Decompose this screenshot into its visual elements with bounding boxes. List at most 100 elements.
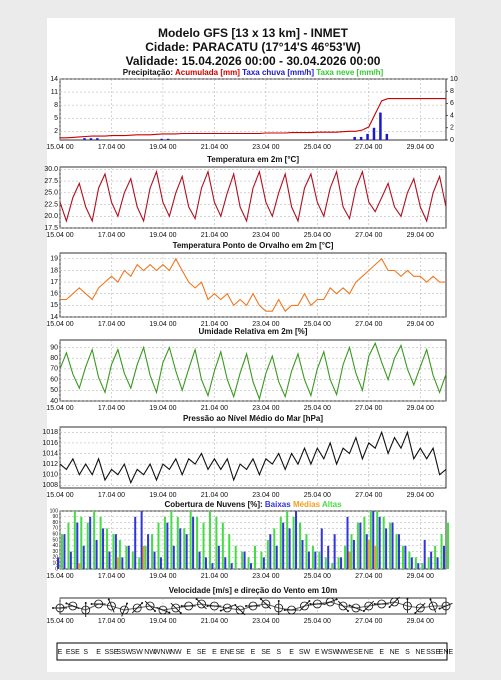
x-tick-label: 25.04 00 (304, 405, 331, 412)
wind-arrow-head (65, 602, 68, 605)
bar (344, 545, 347, 569)
y-tick-label: 1018 (42, 429, 58, 436)
bar (379, 112, 382, 140)
bar (134, 516, 137, 569)
y-tick-label: 80 (52, 520, 58, 526)
wind-speed (145, 601, 155, 611)
bar (395, 534, 398, 569)
bar (404, 545, 407, 569)
bar (408, 551, 411, 569)
bar (192, 516, 195, 569)
x-tick-label: 23.04 00 (252, 321, 279, 328)
bar (367, 540, 370, 569)
bar (307, 551, 310, 569)
bar (118, 540, 121, 569)
bar (372, 127, 376, 140)
bar (378, 516, 381, 569)
bar (217, 545, 220, 569)
wind-arrow-head (308, 600, 311, 603)
bar (80, 516, 83, 569)
bar (365, 534, 368, 569)
bar (333, 534, 336, 569)
bar (295, 511, 298, 569)
wind-arrow-head (362, 609, 365, 612)
direction-label: NW (144, 649, 156, 656)
wind-speed (119, 605, 129, 615)
y2-tick-label: 8 (450, 88, 454, 95)
direction-label: SSW (116, 649, 132, 656)
bar (170, 511, 173, 569)
x-tick-label: 27.04 00 (355, 405, 382, 412)
wind-arrow-head (179, 611, 182, 614)
bar (286, 511, 289, 569)
bar (83, 138, 86, 140)
wind-arrow-head (168, 611, 171, 614)
x-tick-label: 25.04 00 (304, 232, 331, 239)
bar (254, 545, 256, 569)
wind-speed (197, 599, 206, 609)
wind-arrow-head (438, 607, 441, 610)
bar (69, 551, 72, 569)
wind-speed (428, 601, 438, 611)
wind-arrow-head (206, 605, 209, 607)
y-tick-label: 0 (55, 566, 58, 572)
bar (423, 540, 426, 569)
wind-arrow (363, 600, 375, 612)
wind-arrow-head (154, 609, 157, 612)
x-tick-label: 27.04 00 (355, 618, 382, 625)
x-tick-label: 21.04 00 (201, 321, 228, 328)
x-tick-label: 23.04 00 (252, 232, 279, 239)
x-tick-label: 19.04 00 (149, 618, 176, 625)
x-tick-label: 19.04 00 (149, 321, 176, 328)
legend-entry: Acumulada [mm] (175, 68, 240, 77)
direction-label: S (405, 649, 410, 656)
bar (179, 528, 182, 569)
bar (221, 522, 224, 569)
plot-area (59, 166, 447, 229)
bar (414, 557, 417, 569)
panel-title-text: Pressão ao Nível Médio do Mar [hPa] (183, 414, 323, 423)
wind-arrow-head (414, 611, 417, 614)
wind-arrow-head (180, 605, 183, 607)
bar (67, 522, 70, 569)
y-tick-label: 16 (50, 291, 58, 298)
wind-arrow (220, 604, 234, 612)
direction-label: NE (415, 649, 425, 656)
x-tick-label: 23.04 00 (252, 618, 279, 625)
bar (401, 545, 404, 569)
wind-arrow-head (90, 603, 93, 605)
direction-label: SSE (104, 649, 118, 656)
x-tick-label: 15.04 00 (46, 321, 73, 328)
panel-title: Umidade Relativa em 2m [%] (199, 327, 308, 336)
bar (163, 516, 166, 569)
y-tick-label: 40 (52, 543, 58, 549)
bar (359, 136, 363, 140)
bar (311, 545, 314, 569)
series-line (59, 169, 447, 223)
y-tick-label: 2 (54, 128, 58, 135)
x-tick-label: 23.04 00 (252, 573, 279, 580)
x-tick-label: 25.04 00 (304, 573, 331, 580)
wind-arrow (156, 606, 170, 614)
x-tick-label: 17.04 00 (98, 573, 125, 580)
bar (273, 528, 276, 569)
wind-arrow (414, 602, 426, 614)
bar (151, 534, 154, 569)
x-tick-label: 15.04 00 (46, 144, 73, 151)
bar (372, 511, 375, 569)
bar (82, 545, 85, 569)
wind-arrow (144, 600, 156, 612)
bar (144, 545, 147, 569)
panel-title: Velocidade [m/s] e direção do Vento em 1… (169, 586, 338, 595)
wind-arrow-head (335, 598, 338, 601)
direction-label: NW (337, 649, 349, 656)
y-tick-label: 22.5 (44, 201, 58, 208)
bar (215, 516, 218, 569)
bar (234, 545, 237, 569)
bar (266, 540, 269, 569)
wind-arrow-head (259, 598, 262, 601)
x-tick-label: 21.04 00 (201, 405, 228, 412)
wind-arrow-head (219, 609, 222, 612)
wind-speed (107, 601, 116, 611)
